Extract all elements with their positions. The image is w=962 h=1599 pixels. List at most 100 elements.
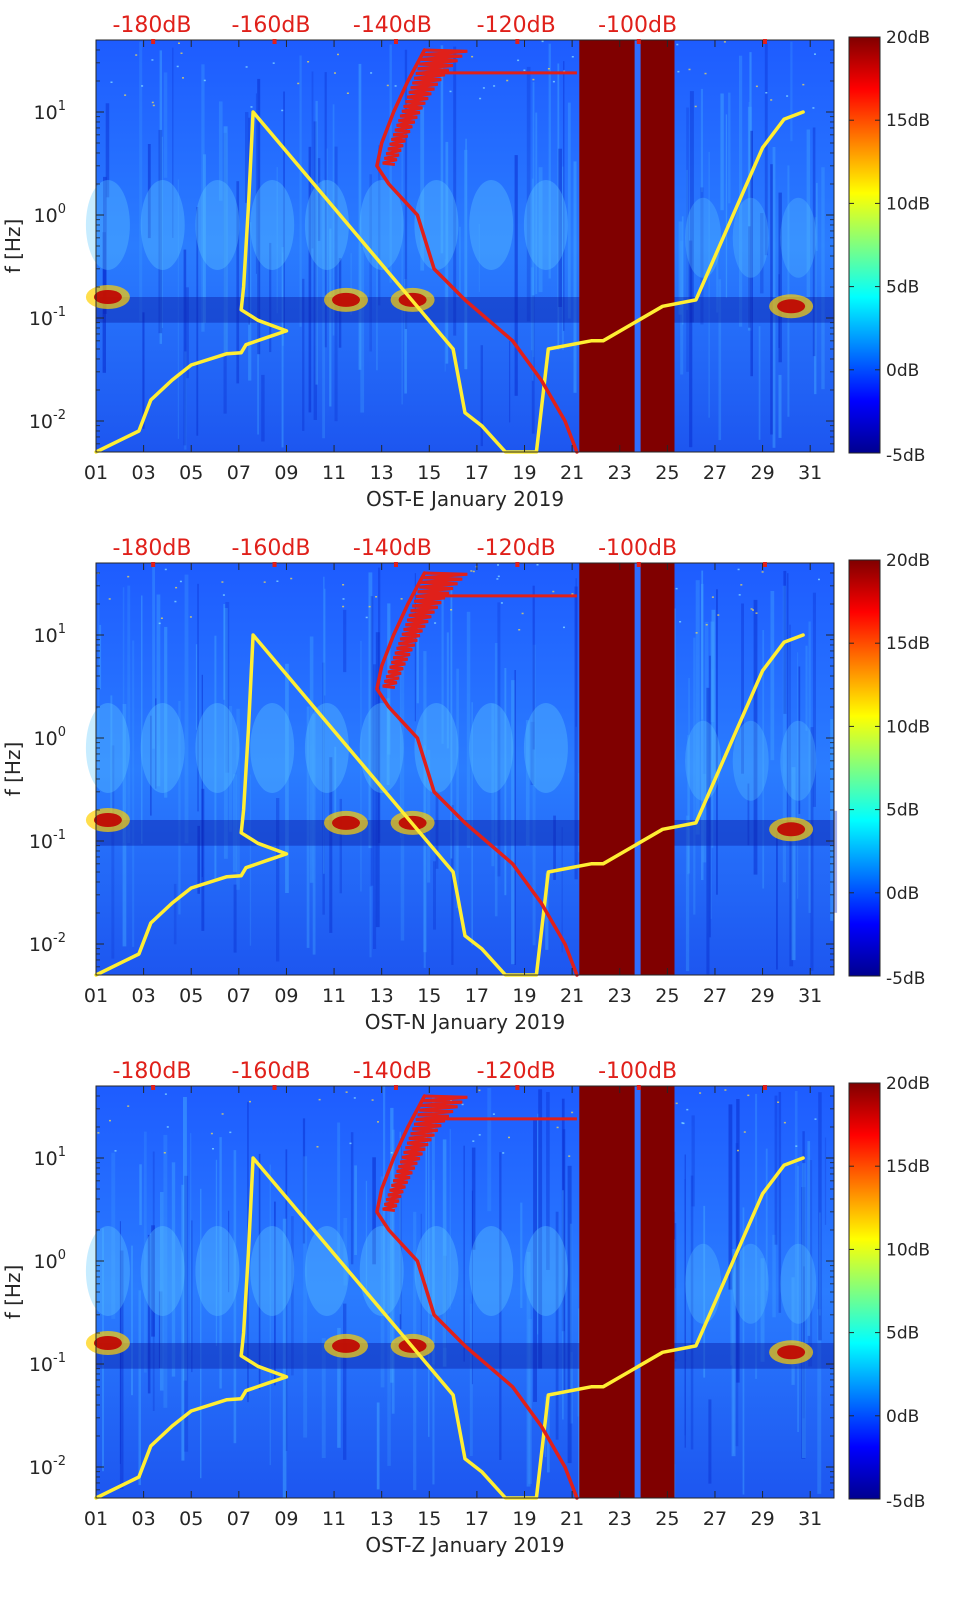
data-gap-divider: [634, 40, 641, 452]
panel-ost-e: 01 03 05 07 09 11 13 15 17 19 21 23 25 27 29 31 OST-E Ja…: [1, 13, 930, 511]
x-tick-label: 21: [560, 462, 584, 484]
top-db-tick-label: -180dB: [112, 536, 191, 561]
x-tick-label: 29: [750, 985, 774, 1007]
colorbar-tick-label: 15dB: [886, 111, 930, 131]
colorbar-tick-label: 10dB: [886, 717, 930, 737]
data-gap-divider: [634, 1086, 641, 1498]
x-tick-label: 09: [274, 462, 298, 484]
x-tick-label: 31: [798, 462, 822, 484]
y-axis-label: f [Hz]: [1, 219, 25, 274]
x-tick-label: 01: [84, 985, 108, 1007]
y-axis-label: f [Hz]: [1, 1265, 25, 1320]
x-tick-label: 05: [179, 462, 203, 484]
x-tick-label: 15: [417, 985, 441, 1007]
colorbar-tick-label: 20dB: [886, 1074, 930, 1094]
x-tick-label: 09: [274, 1508, 298, 1530]
x-tick-label: 25: [655, 1508, 679, 1530]
y-tick-label: 101: [34, 622, 66, 647]
colorbar-tick-label: -5dB: [886, 1492, 925, 1512]
x-tick-label: 11: [322, 985, 346, 1007]
y-tick-label: 10-1: [29, 828, 66, 853]
x-tick-label: 13: [370, 1508, 394, 1530]
x-tick-label: 17: [465, 985, 489, 1007]
y-tick-label: 10-1: [29, 1351, 66, 1376]
colorbar-tick-label: 5dB: [886, 278, 919, 298]
top-db-tick-label: -140dB: [353, 13, 432, 38]
x-tick-label: 25: [655, 462, 679, 484]
x-tick-label: 27: [703, 985, 727, 1007]
x-tick-label: 07: [227, 462, 251, 484]
x-tick-label: 15: [417, 462, 441, 484]
data-gap-divider: [634, 563, 641, 975]
top-db-tick-label: -120dB: [477, 13, 556, 38]
top-db-tick-label: -140dB: [353, 536, 432, 561]
x-tick-label: 19: [512, 1508, 536, 1530]
red-noise-model-zigzag: [382, 1094, 468, 1212]
data-gap-region: [579, 40, 675, 452]
x-tick-label: 21: [560, 985, 584, 1007]
x-tick-label: 09: [274, 985, 298, 1007]
x-tick-label: 25: [655, 985, 679, 1007]
colorbar-tick-label: 15dB: [886, 1157, 930, 1177]
yellow-noise-model-line: [94, 633, 805, 977]
top-db-tick-label: -160dB: [231, 1059, 310, 1084]
y-tick-label: 10-1: [29, 305, 66, 330]
y-tick-label: 100: [34, 202, 66, 227]
colorbar-tick-label: 10dB: [886, 1240, 930, 1260]
x-tick-label: 01: [84, 462, 108, 484]
x-tick-label: 07: [227, 1508, 251, 1530]
spectrogram-texture: [85, 40, 834, 450]
top-db-tick-label: -160dB: [231, 536, 310, 561]
colorbar-tick-label: 20dB: [886, 28, 930, 48]
x-tick-label: 29: [750, 462, 774, 484]
x-tick-label: 23: [608, 1508, 632, 1530]
top-db-tick-label: -120dB: [477, 1059, 556, 1084]
y-tick-label: 100: [34, 1248, 66, 1273]
y-axis: 10-2 10-1 100 101: [29, 39, 834, 453]
top-db-tick-label: -120dB: [477, 536, 556, 561]
x-axis-label: OST-N January 2019: [365, 1010, 565, 1034]
x-axis: 01 03 05 07 09 11 13 15 17 19 21 23 25 27 29 31: [84, 563, 822, 1007]
x-tick-label: 21: [560, 1508, 584, 1530]
panel-ost-n: 01 03 05 07 09 11 13 15 17 19 21 23 25 27 29 31 OST-N Ja…: [1, 536, 930, 1034]
y-tick-label: 10-2: [29, 1454, 66, 1479]
yellow-noise-model-line: [94, 1156, 805, 1500]
y-tick-label: 100: [34, 725, 66, 750]
colorbar-tick-label: -5dB: [886, 969, 925, 989]
x-tick-label: 27: [703, 1508, 727, 1530]
colorbar-tick-label: 0dB: [886, 361, 919, 381]
x-tick-label: 27: [703, 462, 727, 484]
y-tick-label: 10-2: [29, 931, 66, 956]
x-axis-label: OST-Z January 2019: [365, 1533, 564, 1557]
colorbar: 20dB 15dB 10dB 5dB 0dB -5dB: [848, 1074, 930, 1512]
top-db-tick-label: -100dB: [598, 1059, 677, 1084]
x-tick-label: 19: [512, 985, 536, 1007]
top-db-axis: -180dB -160dB -140dB -120dB -100dB: [112, 13, 767, 44]
x-tick-label: 11: [322, 462, 346, 484]
x-tick-label: 11: [322, 1508, 346, 1530]
x-tick-label: 15: [417, 1508, 441, 1530]
colorbar-tick-label: 15dB: [886, 634, 930, 654]
data-gap-region: [579, 563, 675, 975]
data-gap-region: [579, 1086, 675, 1498]
colorbar: 20dB 15dB 10dB 5dB 0dB -5dB: [848, 551, 930, 989]
colorbar-tick-label: 20dB: [886, 551, 930, 571]
top-db-axis: -180dB -160dB -140dB -120dB -100dB: [112, 1059, 767, 1090]
top-db-tick-label: -160dB: [231, 13, 310, 38]
y-axis: 10-2 10-1 100 101: [29, 1085, 834, 1499]
x-tick-label: 03: [132, 985, 156, 1007]
y-axis-label: f [Hz]: [1, 742, 25, 797]
colorbar-tick-label: 5dB: [886, 801, 919, 821]
x-tick-label: 17: [465, 1508, 489, 1530]
top-db-tick-label: -180dB: [112, 1059, 191, 1084]
x-axis-label: OST-E January 2019: [366, 487, 564, 511]
x-tick-label: 03: [132, 1508, 156, 1530]
x-tick-label: 29: [750, 1508, 774, 1530]
red-noise-model-line: [375, 48, 579, 454]
spectrogram-background: [96, 40, 834, 452]
spectrogram-background: [96, 1086, 834, 1498]
y-axis: 10-2 10-1 100 101: [29, 562, 834, 976]
red-noise-model-zigzag: [382, 571, 468, 689]
top-db-tick-label: -140dB: [353, 1059, 432, 1084]
